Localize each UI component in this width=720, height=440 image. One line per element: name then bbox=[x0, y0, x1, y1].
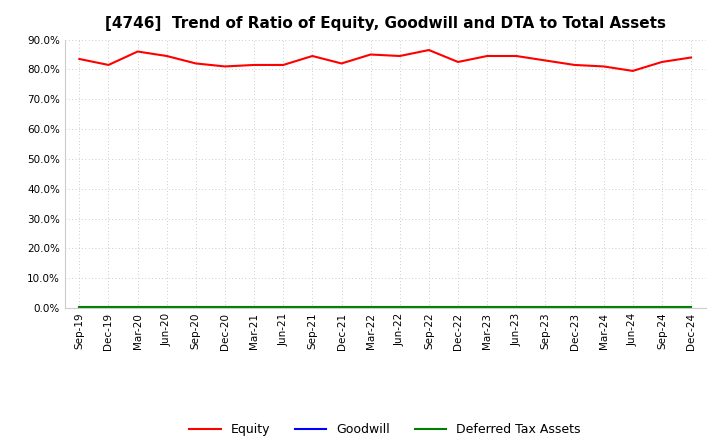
Equity bbox=[366, 52, 375, 57]
Title: [4746]  Trend of Ratio of Equity, Goodwill and DTA to Total Assets: [4746] Trend of Ratio of Equity, Goodwil… bbox=[104, 16, 666, 32]
Equity bbox=[512, 53, 521, 59]
Goodwill bbox=[657, 305, 666, 311]
Deferred Tax Assets bbox=[279, 304, 287, 310]
Goodwill bbox=[687, 305, 696, 311]
Deferred Tax Assets bbox=[220, 304, 229, 310]
Goodwill bbox=[308, 305, 317, 311]
Goodwill bbox=[454, 305, 462, 311]
Goodwill bbox=[279, 305, 287, 311]
Deferred Tax Assets bbox=[192, 304, 200, 310]
Deferred Tax Assets bbox=[250, 304, 258, 310]
Deferred Tax Assets bbox=[104, 304, 113, 310]
Equity bbox=[541, 58, 550, 63]
Deferred Tax Assets bbox=[483, 304, 492, 310]
Equity bbox=[483, 53, 492, 59]
Deferred Tax Assets bbox=[337, 304, 346, 310]
Goodwill bbox=[104, 305, 113, 311]
Equity bbox=[250, 62, 258, 68]
Goodwill bbox=[629, 305, 637, 311]
Deferred Tax Assets bbox=[425, 304, 433, 310]
Deferred Tax Assets bbox=[454, 304, 462, 310]
Equity bbox=[454, 59, 462, 65]
Deferred Tax Assets bbox=[308, 304, 317, 310]
Equity bbox=[133, 49, 142, 54]
Equity bbox=[657, 59, 666, 65]
Equity bbox=[425, 48, 433, 53]
Equity bbox=[75, 56, 84, 62]
Equity bbox=[570, 62, 579, 68]
Goodwill bbox=[541, 305, 550, 311]
Deferred Tax Assets bbox=[570, 304, 579, 310]
Deferred Tax Assets bbox=[541, 304, 550, 310]
Goodwill bbox=[570, 305, 579, 311]
Goodwill bbox=[250, 305, 258, 311]
Deferred Tax Assets bbox=[395, 304, 404, 310]
Equity bbox=[104, 62, 113, 68]
Equity bbox=[337, 61, 346, 66]
Equity bbox=[163, 53, 171, 59]
Deferred Tax Assets bbox=[629, 304, 637, 310]
Equity bbox=[279, 62, 287, 68]
Goodwill bbox=[425, 305, 433, 311]
Deferred Tax Assets bbox=[133, 304, 142, 310]
Equity bbox=[629, 68, 637, 73]
Equity bbox=[308, 53, 317, 59]
Deferred Tax Assets bbox=[599, 304, 608, 310]
Goodwill bbox=[512, 305, 521, 311]
Equity bbox=[599, 64, 608, 69]
Goodwill bbox=[75, 305, 84, 311]
Goodwill bbox=[163, 305, 171, 311]
Goodwill bbox=[599, 305, 608, 311]
Goodwill bbox=[192, 305, 200, 311]
Equity bbox=[395, 53, 404, 59]
Legend: Equity, Goodwill, Deferred Tax Assets: Equity, Goodwill, Deferred Tax Assets bbox=[184, 418, 586, 440]
Deferred Tax Assets bbox=[366, 304, 375, 310]
Deferred Tax Assets bbox=[75, 304, 84, 310]
Goodwill bbox=[337, 305, 346, 311]
Deferred Tax Assets bbox=[687, 304, 696, 310]
Goodwill bbox=[133, 305, 142, 311]
Goodwill bbox=[366, 305, 375, 311]
Equity bbox=[687, 55, 696, 60]
Goodwill bbox=[220, 305, 229, 311]
Line: Equity: Equity bbox=[79, 50, 691, 71]
Goodwill bbox=[483, 305, 492, 311]
Goodwill bbox=[395, 305, 404, 311]
Deferred Tax Assets bbox=[163, 304, 171, 310]
Equity bbox=[220, 64, 229, 69]
Deferred Tax Assets bbox=[512, 304, 521, 310]
Equity bbox=[192, 61, 200, 66]
Deferred Tax Assets bbox=[657, 304, 666, 310]
